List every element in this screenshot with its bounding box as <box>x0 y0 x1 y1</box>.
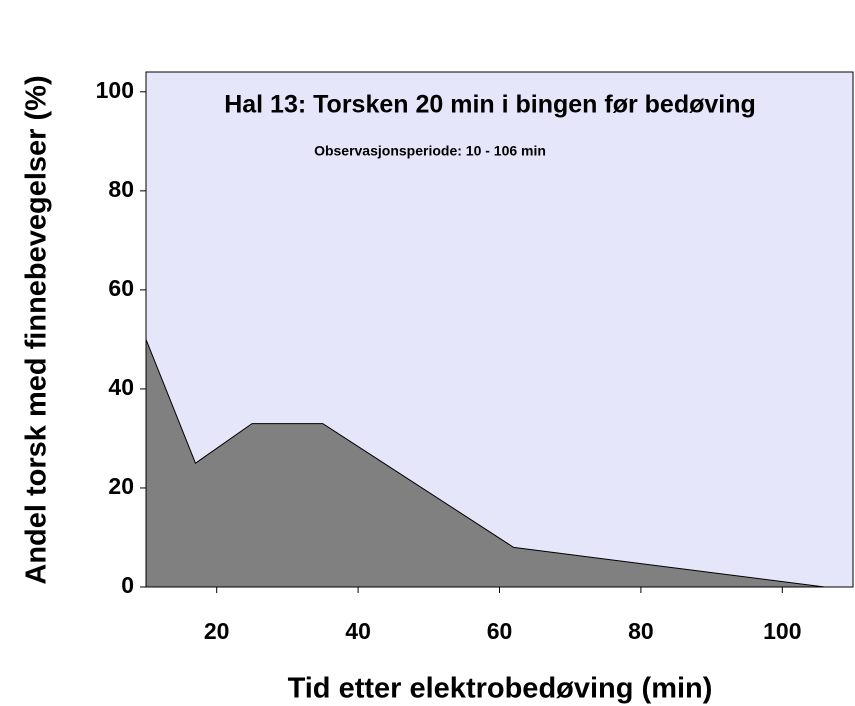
x-axis-label: Tid etter elektrobedøving (min) <box>288 673 713 705</box>
y-tick-label: 100 <box>96 77 134 103</box>
x-tick-label: 20 <box>204 618 230 644</box>
y-tick-label: 0 <box>121 572 134 598</box>
x-tick-label: 40 <box>345 618 371 644</box>
area <box>145 339 825 588</box>
x-tick-label: 100 <box>763 618 801 644</box>
x-tick-label: 80 <box>628 618 654 644</box>
y-tick-label: 20 <box>108 473 134 499</box>
y-tick-label: 60 <box>108 275 134 301</box>
y-tick-label: 80 <box>108 176 134 202</box>
y-tick-label: 40 <box>108 374 134 400</box>
y-axis-label: Andel torsk med finnebevegelser (%) <box>21 75 53 584</box>
x-tick-label: 60 <box>487 618 513 644</box>
chart-subtitle: Observasjonsperiode: 10 - 106 min <box>314 143 546 159</box>
chart-title: Hal 13: Torsken 20 min i bingen før bedø… <box>224 91 756 119</box>
